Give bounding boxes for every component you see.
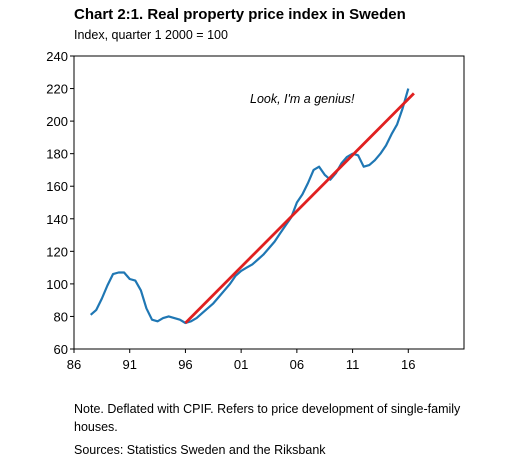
annotation: Look, I'm a genius!: [250, 92, 355, 106]
chart-subtitle: Index, quarter 1 2000 = 100: [74, 28, 228, 42]
x-tick-label: 01: [234, 357, 248, 372]
y-tick-label: 140: [46, 212, 68, 227]
x-tick-label: 91: [122, 357, 136, 372]
y-tick-label: 80: [54, 309, 68, 324]
y-tick-label: 60: [54, 342, 68, 357]
y-tick-label: 180: [46, 147, 68, 162]
y-tick-label: 240: [46, 49, 68, 64]
chart-title: Chart 2:1. Real property price index in …: [74, 6, 406, 23]
x-tick-label: 96: [178, 357, 192, 372]
x-tick-label: 86: [67, 357, 81, 372]
x-tick-label: 06: [290, 357, 304, 372]
y-tick-label: 120: [46, 244, 68, 259]
y-tick-label: 200: [46, 114, 68, 129]
y-tick-label: 160: [46, 179, 68, 194]
chart-note: Note. Deflated with CPIF. Refers to pric…: [74, 402, 461, 434]
chart: 60 80 100 120 140 160 180 200 220 240 86 91 96 01 06 11…: [46, 49, 465, 372]
chart-source: Sources: Statistics Sweden and the Riksb…: [74, 443, 326, 457]
price-index-line: [89, 88, 410, 325]
plot-frame: [73, 55, 465, 350]
y-tick-label: 100: [46, 277, 68, 292]
x-tick-label: 16: [401, 357, 415, 372]
x-tick-label: 11: [346, 357, 360, 372]
y-tick-label: 220: [46, 82, 68, 97]
trend-line: [184, 92, 415, 324]
